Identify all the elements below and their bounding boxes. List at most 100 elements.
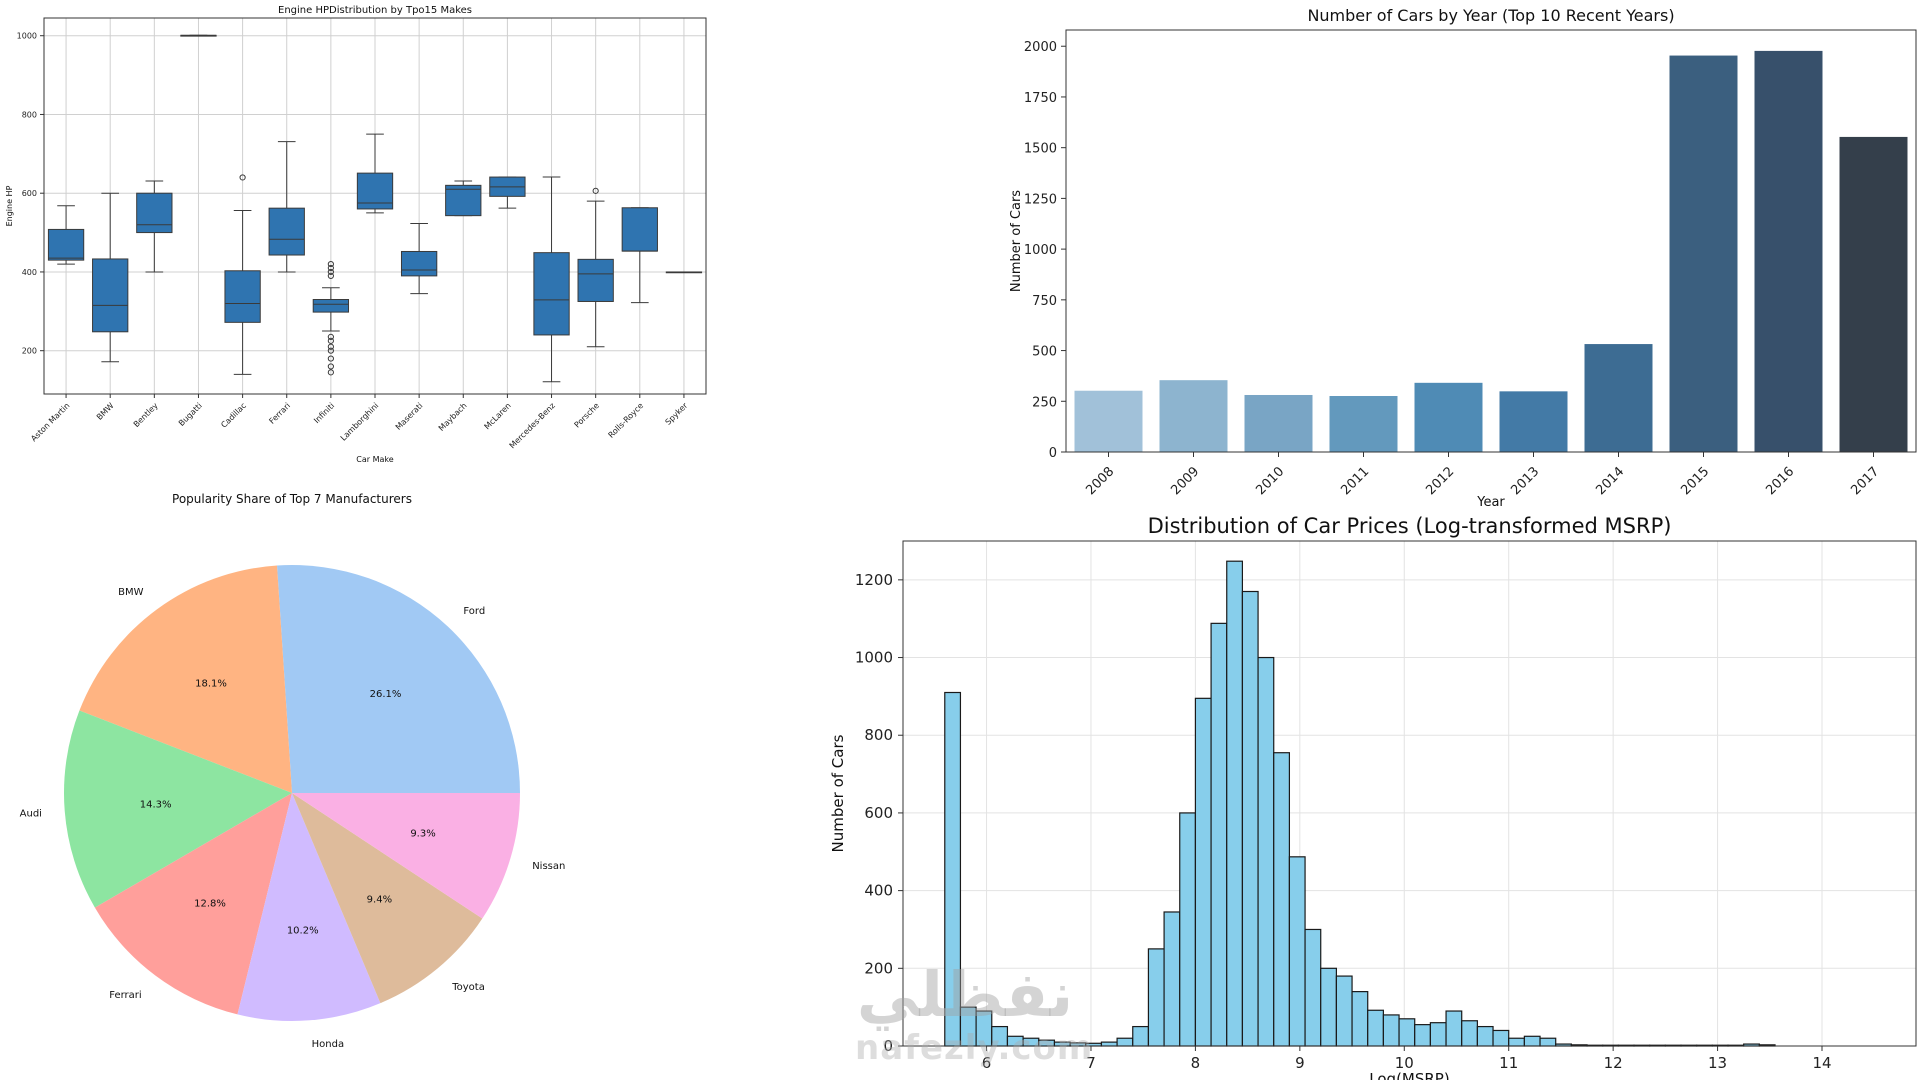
- outlier-point: [327, 337, 334, 344]
- box-cadillac: [224, 174, 261, 375]
- histogram-bar: [1523, 1035, 1541, 1047]
- slice-nissan: [292, 793, 520, 919]
- y-tick-label: 200: [22, 347, 37, 356]
- x-tick-label: 2014: [1593, 464, 1627, 498]
- slice-toyota: [292, 793, 483, 1004]
- histogram-bar: [1461, 1020, 1478, 1047]
- box-iqr: [356, 172, 394, 210]
- slice-pct-toyota: 9.4%: [367, 894, 392, 905]
- x-tick-label: 14: [1812, 1054, 1831, 1072]
- histogram-bar: [1304, 928, 1322, 1047]
- y-tick-label: 1250: [1024, 192, 1057, 207]
- bar-2010: [1244, 394, 1313, 452]
- histogram-bar: [1273, 752, 1291, 1047]
- box-iqr: [533, 252, 570, 336]
- bar-2013: [1499, 391, 1568, 452]
- y-axis-label: Engine HP: [5, 185, 14, 226]
- slice-label-bmw: BMW: [118, 587, 143, 598]
- histogram-bar: [1414, 1024, 1431, 1047]
- y-tick-label: 1200: [855, 571, 893, 589]
- x-axis-label: Car Make: [356, 455, 393, 464]
- y-tick-label: 1500: [1024, 142, 1057, 157]
- histogram-bar: [1508, 1037, 1525, 1047]
- x-tick-label: 10: [1395, 1054, 1414, 1072]
- x-tick-label: BMW: [95, 401, 116, 422]
- x-tick-label: Ferrari: [267, 401, 292, 426]
- x-tick-label: Cadillac: [219, 401, 248, 430]
- outlier-point: [327, 264, 334, 272]
- bar-2014: [1584, 344, 1653, 452]
- histogram-bar: [991, 1025, 1009, 1047]
- box-maserati: [400, 223, 438, 295]
- y-tick-label: 1000: [1024, 243, 1057, 258]
- x-tick-label: 11: [1499, 1054, 1518, 1072]
- y-tick-label: 600: [864, 804, 893, 822]
- histogram-bar: [1445, 1010, 1463, 1047]
- histogram-bar: [959, 1006, 977, 1047]
- histogram-bar: [1429, 1022, 1447, 1047]
- outlier-point: [327, 355, 334, 362]
- histogram-bar: [944, 691, 962, 1047]
- x-tick-label: Porsche: [573, 401, 602, 430]
- histogram-bar: [1116, 1037, 1134, 1047]
- outlier-point: [592, 187, 599, 194]
- histogram-bar: [1476, 1025, 1494, 1047]
- y-axis-label: Number of Cars: [829, 734, 847, 852]
- box-rolls-royce: [621, 207, 658, 304]
- box-ferrari: [268, 141, 305, 273]
- box-iqr: [92, 258, 129, 333]
- bar-2015: [1669, 55, 1738, 452]
- x-tick-label: 2017: [1848, 464, 1882, 498]
- plot-frame: [43, 17, 707, 395]
- slice-ferrari: [94, 793, 292, 1015]
- box-aston-martin: [47, 205, 85, 265]
- slice-label-ford: Ford: [463, 606, 485, 617]
- box-infiniti: [312, 260, 350, 376]
- chart-title: Number of Cars by Year (Top 10 Recent Ye…: [1307, 6, 1674, 25]
- x-tick-label: Lamborghini: [339, 401, 381, 443]
- histogram-bar: [1288, 856, 1306, 1047]
- cars-by-year-bar-chart: 0 250 500 750 1000 1250 1500 1750 2000 2008 2009 20…: [1009, 6, 1917, 510]
- slice-pct-bmw: 18.1%: [195, 679, 227, 690]
- x-tick-label: 2016: [1763, 464, 1797, 498]
- box-spyker: [665, 271, 703, 274]
- y-tick-label: 400: [22, 268, 37, 277]
- box-maybach: [445, 180, 482, 217]
- histogram-bar: [1210, 622, 1228, 1047]
- outlier-point: [327, 369, 334, 376]
- bar-2012: [1414, 382, 1483, 452]
- histogram-bar: [1163, 911, 1181, 1047]
- box-iqr: [224, 270, 261, 323]
- x-tick-label: 2010: [1253, 464, 1287, 498]
- outlier-point: [327, 260, 334, 268]
- slice-bmw: [79, 565, 292, 793]
- msrp-histogram: 6 7 8 9 10 11 12 13 14 0 200 400 600 800 1000 1200 Distr…: [829, 514, 1917, 1080]
- histogram-bar: [1006, 1035, 1024, 1047]
- bar-2009: [1159, 380, 1228, 452]
- slice-label-ferrari: Ferrari: [109, 990, 141, 1001]
- box-iqr: [577, 258, 614, 302]
- y-tick-label: 1000: [855, 649, 893, 667]
- y-tick-label: 200: [864, 959, 893, 977]
- slice-pct-audi: 14.3%: [140, 800, 172, 811]
- x-tick-label: 13: [1708, 1054, 1727, 1072]
- histogram-bar: [1022, 1037, 1040, 1047]
- y-tick-label: 1000: [17, 32, 37, 41]
- x-tick-label: 12: [1604, 1054, 1623, 1072]
- outlier-point: [327, 333, 334, 341]
- histogram-bar: [1398, 1018, 1416, 1047]
- x-tick-label: 2009: [1168, 464, 1202, 498]
- histogram-bar: [1335, 975, 1353, 1047]
- slice-honda: [237, 793, 381, 1021]
- slice-pct-ford: 26.1%: [370, 689, 402, 700]
- y-tick-label: 400: [864, 882, 893, 900]
- histogram-bar: [1053, 1041, 1071, 1047]
- histogram-bar: [1257, 656, 1275, 1047]
- y-tick-label: 0: [1049, 446, 1057, 461]
- slice-ford: [276, 564, 520, 793]
- outlier-point: [239, 174, 246, 181]
- plot-frame: [902, 540, 1917, 1047]
- y-tick-label: 2000: [1024, 40, 1057, 55]
- histogram-bar: [1132, 1025, 1150, 1047]
- histogram-bar: [975, 1010, 993, 1047]
